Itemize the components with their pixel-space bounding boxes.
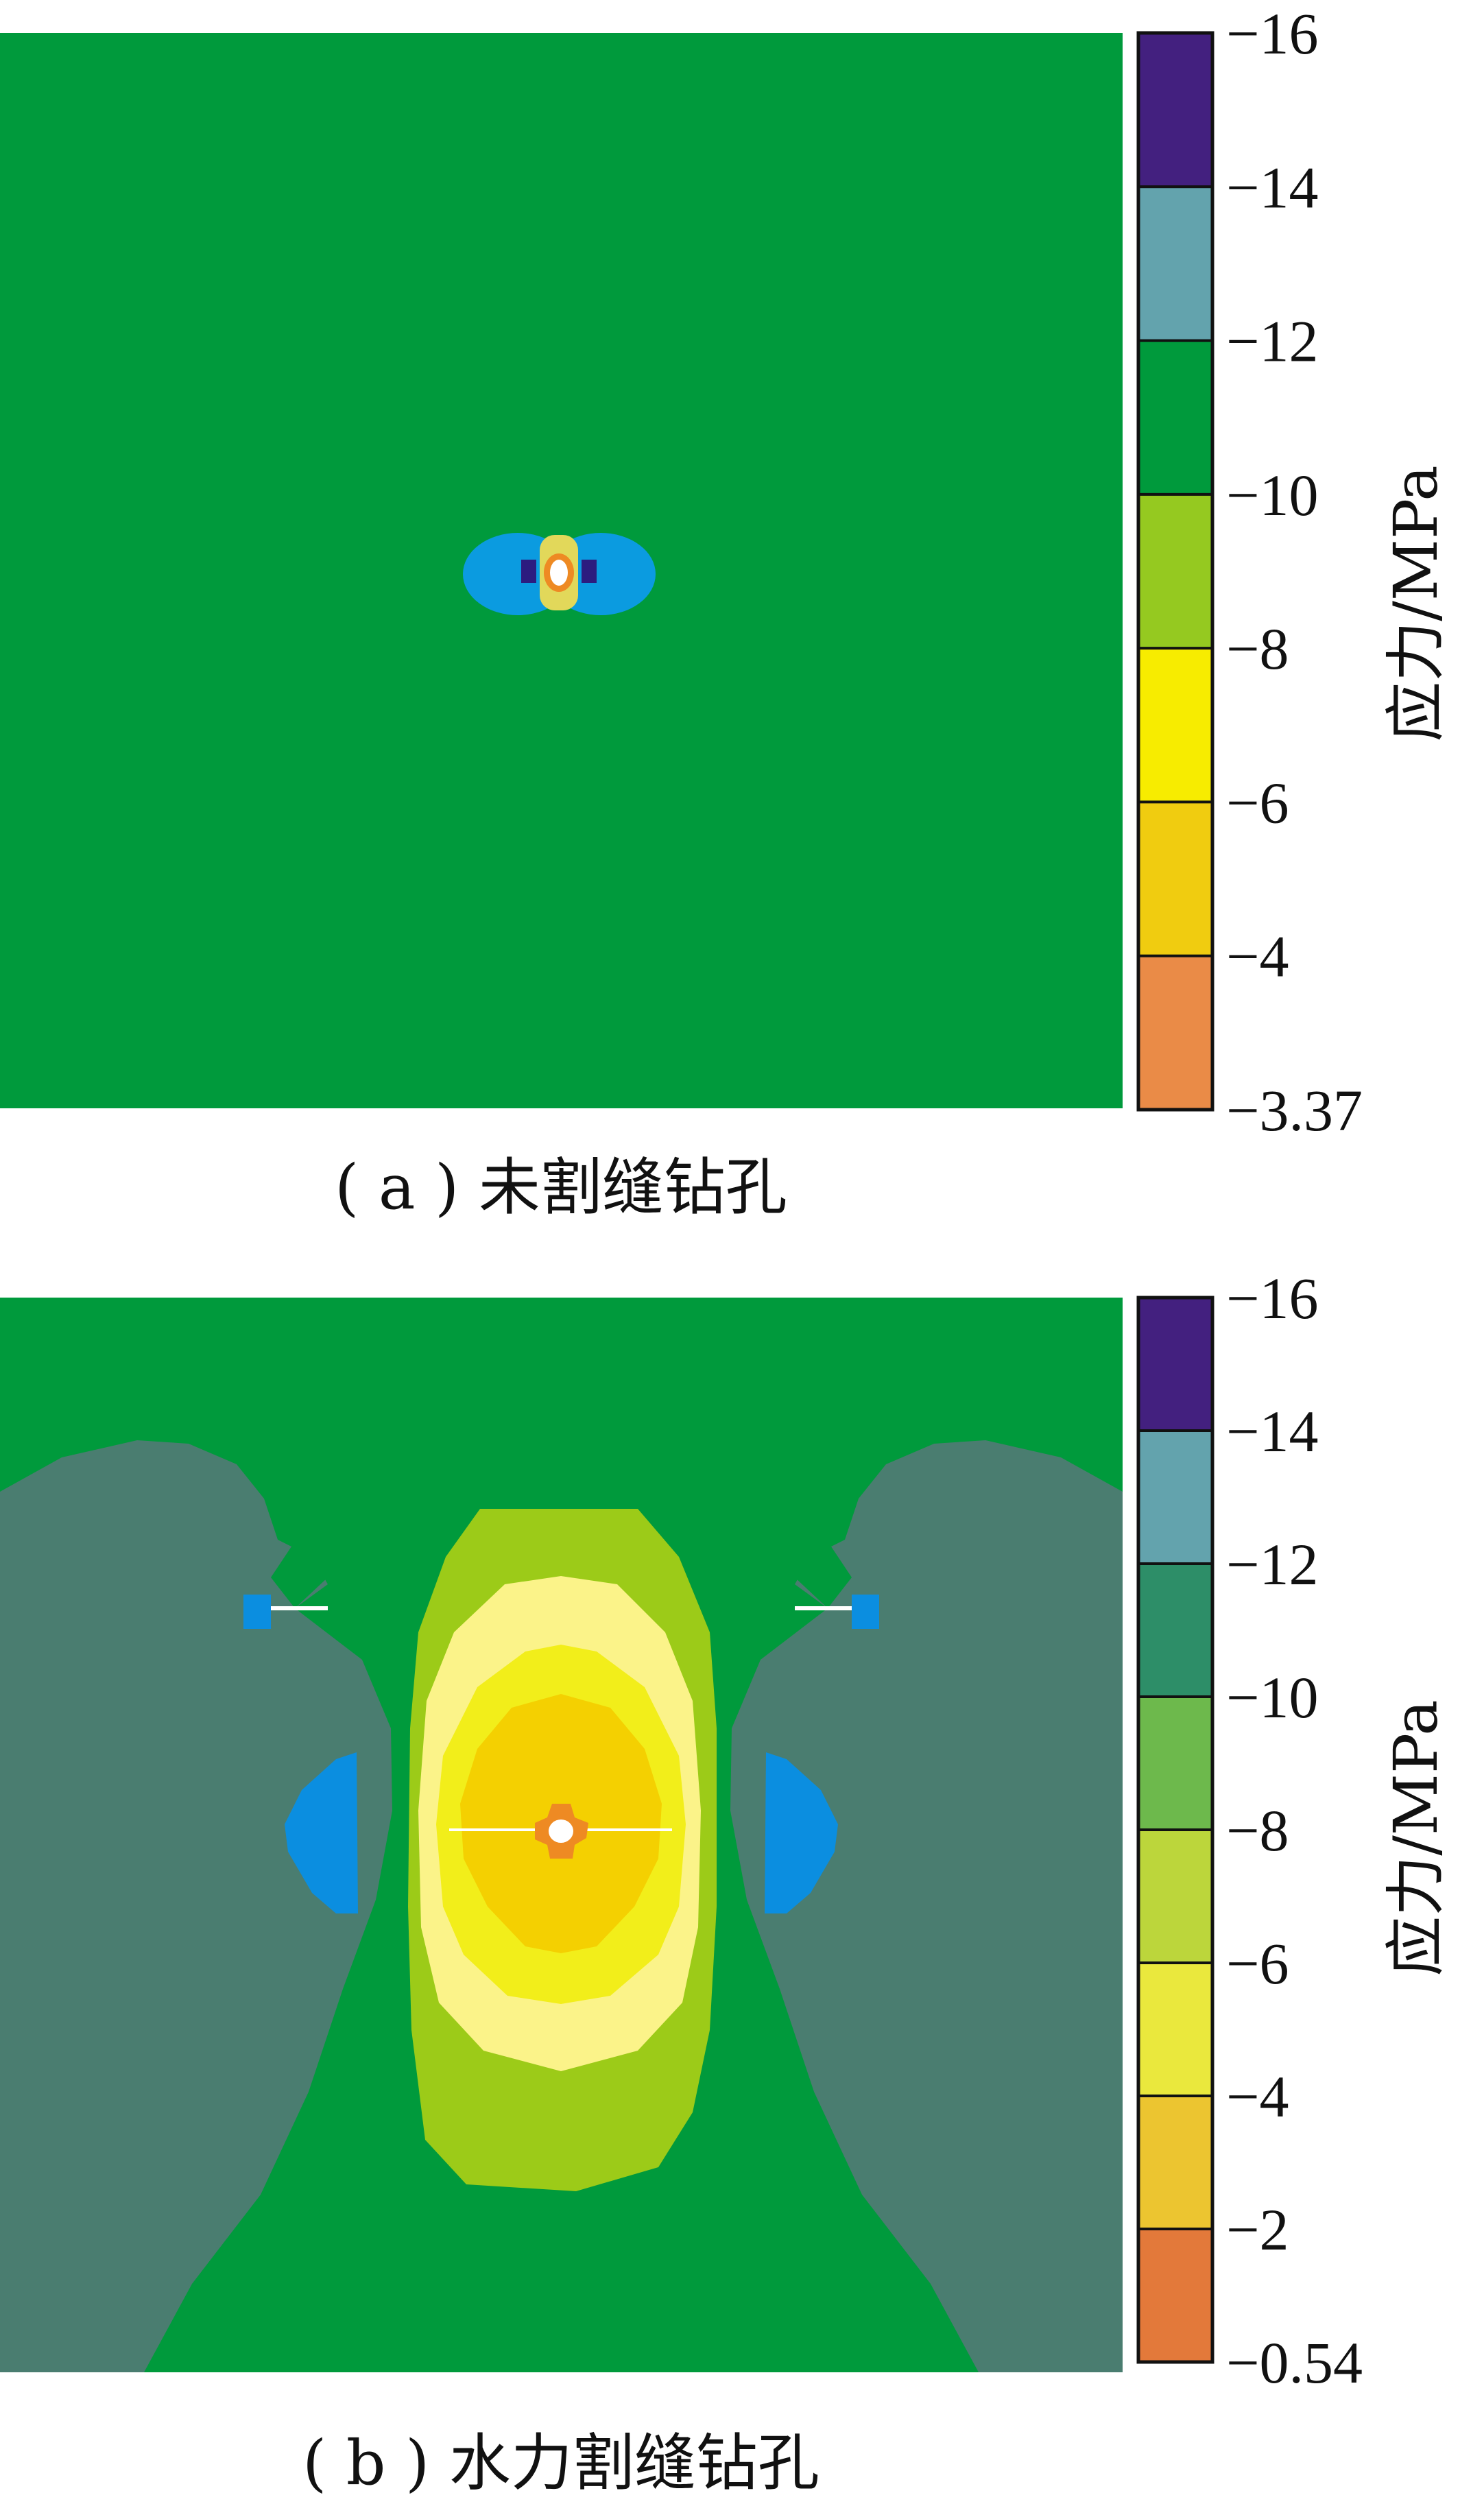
colorbar-tick-b-0: −16 [1226,1265,1319,1331]
side-zone-left-b [0,1440,392,2372]
side-zone-right-b [730,1440,1123,2372]
colorbar-swatch-a-6 [1138,955,1212,1110]
borehole-a [550,560,568,586]
panel-b: −16 −14 −12 −10 −8 −6 −4 −2 −0.54 应力/MPa ( b ) 水… [0,1265,1451,2499]
colorbar-tick-b-2: −12 [1226,1531,1319,1597]
colorbar-swatch-a-0 [1138,33,1212,187]
colorbar-b: −16 −14 −12 −10 −8 −6 −4 −2 −0.54 [1136,1265,1363,2396]
notch-left-b [271,1547,328,1608]
colorbar-swatch-a-3 [1138,494,1212,649]
stress-spot-left-a [521,560,536,583]
colorbar-tick-a-3: −10 [1226,462,1319,528]
colorbar-a: −16 −14 −12 −10 −8 −6 −4 −3.37 [1136,1,1363,1143]
blue-marker-left-b [243,1595,271,1629]
borehole-b [549,1820,573,1843]
panel-a: −16 −14 −12 −10 −8 −6 −4 −3.37 应力/MPa ( a ) 未割缝… [0,1,1451,1224]
colorbar-tick-a-1: −14 [1226,154,1319,220]
notch-right-b [795,1547,852,1608]
colorbar-tick-b-4: −8 [1226,1798,1289,1863]
colorbar-tick-b-8: −0.54 [1226,2330,1363,2396]
colorbar-label-b: 应力/MPa [1380,1699,1451,1976]
blue-zone-left-b [285,1752,358,1913]
blue-marker-right-b [852,1595,879,1629]
colorbar-tick-b-5: −6 [1226,1931,1289,1996]
colorbar-swatch-a-5 [1138,802,1212,956]
colorbar-swatch-a-2 [1138,340,1212,494]
colorbar-swatch-b-3 [1138,1697,1212,1830]
colorbar-swatch-a-1 [1138,187,1212,341]
colorbar-tick-a-7: −3.37 [1226,1077,1363,1143]
colorbar-tick-b-1: −14 [1226,1398,1319,1464]
colorbar-swatch-b-1 [1138,1431,1212,1564]
blue-zone-right-b [765,1752,838,1913]
caption-b: ( b ) 水力割缝钻孔 [302,2427,819,2499]
colorbar-tick-a-0: −16 [1226,1,1319,67]
colorbar-tick-b-7: −2 [1226,2197,1289,2263]
caption-a: ( a ) 未割缝钻孔 [335,1152,787,1224]
colorbar-swatch-b-6 [1138,2096,1212,2229]
contour-plot-b [0,1298,1123,2372]
colorbar-frame-a [1136,31,1214,1112]
colorbar-swatch-b-0 [1138,1298,1212,1431]
stress-spot-right-a [582,560,597,583]
colorbar-tick-b-3: −10 [1226,1665,1319,1730]
colorbar-tick-a-6: −4 [1226,924,1289,990]
colorbar-swatch-b-5 [1138,1963,1212,2096]
colorbar-tick-a-5: −6 [1226,770,1289,835]
colorbar-swatch-a-4 [1138,648,1212,802]
colorbar-swatch-b-2 [1138,1564,1212,1697]
colorbar-frame-b [1136,1296,1214,2364]
contour-plot-a [0,33,1123,1108]
colorbar-tick-a-2: −12 [1226,309,1319,374]
colorbar-swatch-b-7 [1138,2229,1212,2362]
colorbar-tick-b-6: −4 [1226,2064,1289,2130]
colorbar-label-a: 应力/MPa [1380,465,1451,741]
colorbar-tick-a-4: −8 [1226,616,1289,682]
colorbar-swatch-b-4 [1138,1830,1212,1963]
